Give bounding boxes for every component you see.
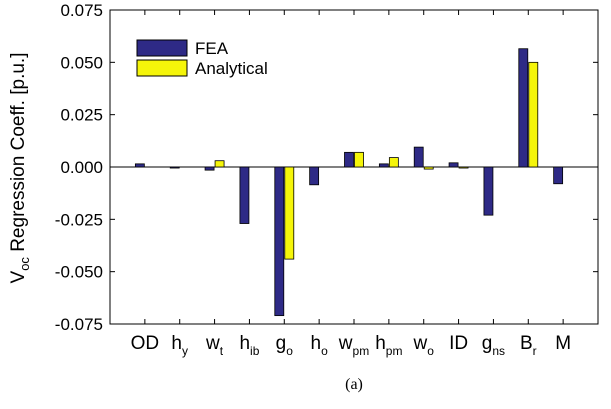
x-tick-label: wpm [338, 333, 369, 358]
x-tick-label-main: ID [449, 333, 468, 354]
y-tick-label: -0.075 [55, 315, 103, 334]
bar-analytical-11 [528, 61, 539, 168]
y-axis-label: Voc Regression Coeff. [p.u.] [8, 53, 32, 284]
legend-swatch-fea [136, 39, 188, 57]
x-tick-label-sub: o [427, 344, 434, 358]
legend-swatch-analytical [136, 59, 188, 77]
x-tick-label: hpm [375, 333, 402, 358]
bar-fea-2 [204, 166, 215, 171]
bar-analytical-8 [423, 166, 434, 170]
x-tick-label: OD [131, 333, 160, 354]
bar-fea-11 [518, 48, 529, 168]
bar-analytical-9 [458, 166, 469, 169]
x-tick-label: gns [482, 333, 505, 358]
x-tick-label-sub: o [321, 344, 328, 358]
bar-analytical-7 [388, 157, 399, 168]
y-tick-label: 0.050 [60, 53, 103, 72]
x-tick-label-main: g [276, 333, 287, 354]
y-tick-label: 0.000 [60, 158, 103, 177]
x-tick-label: hib [239, 333, 259, 358]
bars [134, 48, 564, 317]
bar-fea-12 [553, 166, 564, 185]
x-tick-label-sub: o [286, 344, 293, 358]
y-tick-label: 0.075 [60, 1, 103, 20]
x-tick-label-main: OD [131, 333, 160, 354]
bar-fea-6 [344, 151, 354, 168]
x-tick-label-main: h [239, 333, 250, 354]
bar-fea-1 [169, 166, 180, 169]
x-tick-label: Br [520, 333, 537, 358]
bar-fea-0 [134, 163, 145, 168]
x-tick-label-main: h [375, 333, 386, 354]
figure-caption: (a) [345, 376, 363, 393]
x-tick-label-sub: ns [492, 344, 505, 358]
x-tick-label: wo [413, 333, 435, 358]
x-tick-label-main: h [171, 333, 182, 354]
x-tick-label: ID [449, 333, 468, 354]
x-tick-label-main: w [205, 333, 220, 354]
x-tick-label-main: M [555, 333, 571, 354]
x-tick-label-main: B [520, 333, 533, 354]
x-tick-label: wt [205, 333, 224, 358]
bar-fea-3 [239, 166, 250, 224]
x-tick-label: hy [171, 333, 188, 358]
y-axis-label-main: V [8, 270, 29, 283]
x-tick-label-main: w [413, 333, 428, 354]
x-tick-label: ho [311, 333, 329, 358]
bar-fea-4 [274, 166, 285, 317]
y-axis-label-sub: oc [17, 257, 32, 271]
bar-analytical-6 [354, 151, 364, 168]
y-axis-label-rest: Regression Coeff. [p.u.] [8, 53, 29, 258]
y-tick-label: 0.025 [60, 106, 103, 125]
legend-label-fea: FEA [195, 39, 229, 58]
legend-label-analytical: Analytical [195, 59, 268, 78]
x-axis: OD hy wt hib go ho wpm hpm wo ID gns Br M [131, 10, 571, 358]
bar-analytical-2 [214, 160, 225, 168]
bar-analytical-4 [284, 166, 295, 260]
bar-fea-5 [309, 166, 320, 186]
y-tick-label: -0.050 [55, 263, 103, 282]
x-tick-label-sub: pm [353, 344, 370, 358]
x-tick-label-sub: ib [250, 344, 260, 358]
x-tick-label-sub: pm [386, 344, 403, 358]
bar-fea-7 [378, 163, 389, 168]
legend: FEA Analytical [136, 39, 268, 78]
x-tick-label-sub: t [220, 344, 224, 358]
bar-fea-9 [448, 162, 459, 168]
x-tick-label-main: h [311, 333, 322, 354]
bar-fea-8 [413, 146, 424, 168]
x-tick-label: M [555, 333, 571, 354]
x-tick-label-main: g [482, 333, 493, 354]
y-tick-label: -0.025 [55, 210, 103, 229]
x-tick-label: go [276, 333, 294, 358]
y-axis: 0.075 0.050 0.025 0.000 -0.025 -0.050 -0.075 [55, 1, 598, 334]
x-tick-label-sub: y [182, 344, 188, 358]
x-tick-label-sub: r [533, 344, 537, 358]
x-tick-label-main: w [338, 333, 353, 354]
bar-fea-10 [483, 166, 494, 216]
